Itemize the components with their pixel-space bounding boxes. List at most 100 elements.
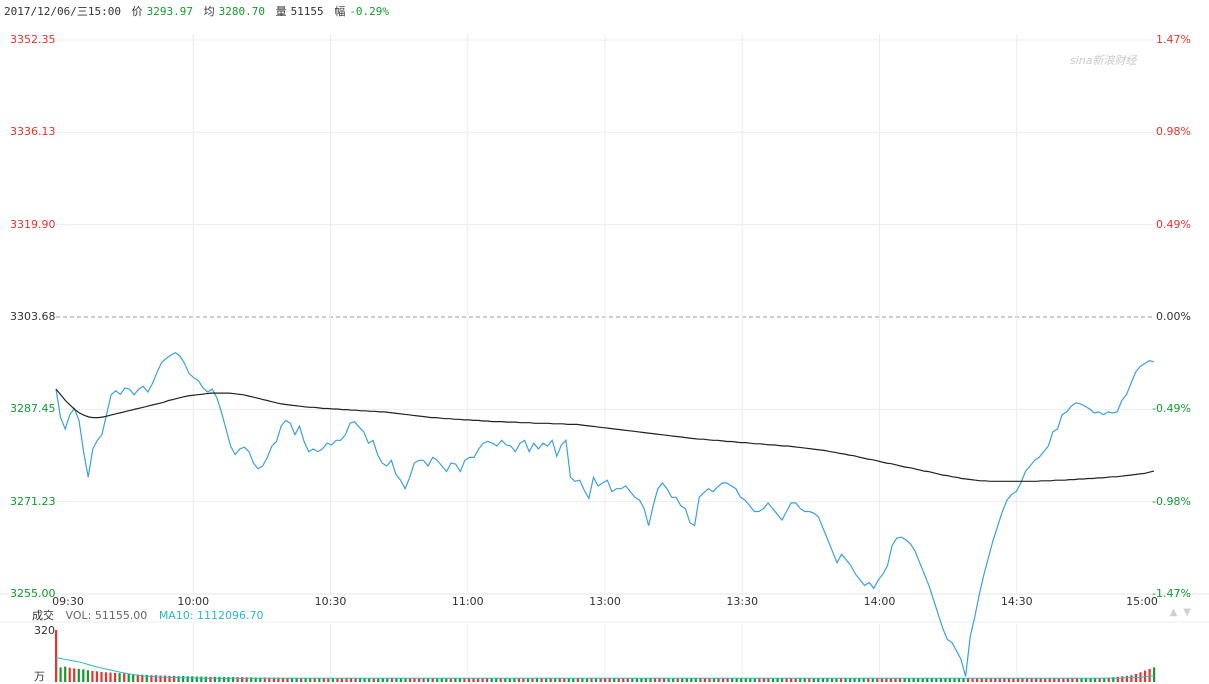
volume-bar <box>594 678 598 682</box>
volume-bar <box>1121 676 1124 682</box>
series-line-avg <box>55 388 1155 482</box>
volume-bar <box>304 677 307 682</box>
volume-bar <box>377 678 380 682</box>
volume-bar <box>558 678 561 682</box>
volume-bar <box>812 678 815 682</box>
volume-bar <box>463 678 466 682</box>
y-tick-left: 3336.13 <box>10 125 56 139</box>
header-avg-value: 3280.70 <box>218 5 265 18</box>
volume-bar <box>617 678 620 682</box>
volume-bar <box>227 677 230 682</box>
volume-bar <box>667 678 670 682</box>
volume-bar <box>613 678 616 682</box>
volume-bar <box>182 676 185 682</box>
volume-bar <box>472 678 475 682</box>
volume-bar <box>672 678 675 682</box>
zoom-in-arrow-icon[interactable]: ▲ <box>1169 607 1184 618</box>
volume-bar <box>989 678 992 682</box>
volume-bar <box>100 671 103 682</box>
volume-bar <box>173 675 176 682</box>
volume-bar <box>790 678 793 682</box>
x-tick-label: 10:30 <box>314 595 347 608</box>
volume-bar <box>390 678 393 682</box>
volume-bar <box>363 678 366 682</box>
zoom-arrows[interactable]: ▲▼ <box>1170 607 1197 618</box>
volume-bar <box>658 678 661 682</box>
volume-bar <box>853 678 856 682</box>
volume-bar <box>286 677 289 682</box>
header-chg-value: -0.29% <box>349 5 390 18</box>
volume-bar <box>445 678 448 682</box>
volume-bar <box>912 678 915 682</box>
volume-bar <box>313 677 316 682</box>
volume-bar <box>821 678 824 682</box>
volume-bar <box>159 675 162 682</box>
x-tick-label: 13:30 <box>726 595 759 608</box>
volume-bar <box>767 678 770 682</box>
volume-bar <box>64 666 67 682</box>
volume-bar <box>336 678 339 682</box>
volume-bar <box>967 678 970 682</box>
volume-bar <box>980 678 983 682</box>
volume-bar <box>681 678 684 682</box>
volume-bar <box>163 675 167 682</box>
volume-bar <box>694 678 697 682</box>
volume-bar <box>998 678 1001 682</box>
volume-bar <box>839 678 843 682</box>
volume-ma10-line <box>55 657 1155 679</box>
volume-bar <box>817 678 820 682</box>
volume-bar <box>349 678 353 682</box>
header-vol-label: 量 <box>275 5 287 18</box>
volume-bar <box>186 676 189 682</box>
volume-bar <box>1098 677 1101 682</box>
volume-bar <box>867 678 870 682</box>
volume-bar <box>495 678 498 682</box>
volume-bar <box>454 678 457 682</box>
volume-bar <box>218 676 221 682</box>
zoom-out-arrow-icon[interactable]: ▼ <box>1183 607 1197 618</box>
volume-bar <box>213 676 216 682</box>
volume-bar <box>517 678 520 682</box>
volume-bar <box>418 678 421 682</box>
volume-bar <box>1089 678 1092 682</box>
volume-bar <box>545 678 548 682</box>
x-tick-label: 11:00 <box>451 595 484 608</box>
volume-bar <box>849 678 852 682</box>
y-tick-right: -1.47% <box>1152 587 1191 600</box>
volume-bar <box>898 678 902 682</box>
volume-bar <box>994 678 997 682</box>
volume-unit-label: 万 <box>34 670 45 683</box>
volume-bar <box>422 678 425 682</box>
volume-bar <box>359 678 362 682</box>
volume-bar <box>1066 678 1069 682</box>
header-avg-label: 均 <box>203 5 215 18</box>
x-tick-label: 15:00 <box>1126 595 1158 608</box>
volume-bar <box>431 678 434 682</box>
volume-bar <box>726 678 729 682</box>
volume-bar <box>177 676 180 682</box>
volume-bar <box>858 678 861 682</box>
volume-bar <box>599 678 602 682</box>
volume-bar <box>204 676 207 682</box>
volume-bar <box>522 678 525 682</box>
volume-bar <box>318 677 321 682</box>
volume-bar <box>563 678 566 682</box>
volume-bar <box>985 678 988 682</box>
volume-bar <box>753 678 756 682</box>
volume-bar <box>132 674 135 682</box>
x-tick-label: 14:00 <box>863 595 896 608</box>
volume-bar <box>626 678 629 682</box>
volume-bar <box>259 677 262 682</box>
volume-legend-label: 成交 <box>32 609 54 622</box>
volume-bar <box>581 678 584 682</box>
volume-bar <box>381 678 384 682</box>
volume-bar <box>876 678 879 682</box>
sina-watermark-logo: sina新浪财经 <box>1070 54 1137 67</box>
volume-bar <box>77 669 80 682</box>
volume-bar <box>703 678 706 682</box>
volume-bar <box>1130 675 1133 682</box>
volume-bar <box>744 678 747 682</box>
volume-bar <box>1062 678 1065 682</box>
volume-bar <box>758 678 761 682</box>
